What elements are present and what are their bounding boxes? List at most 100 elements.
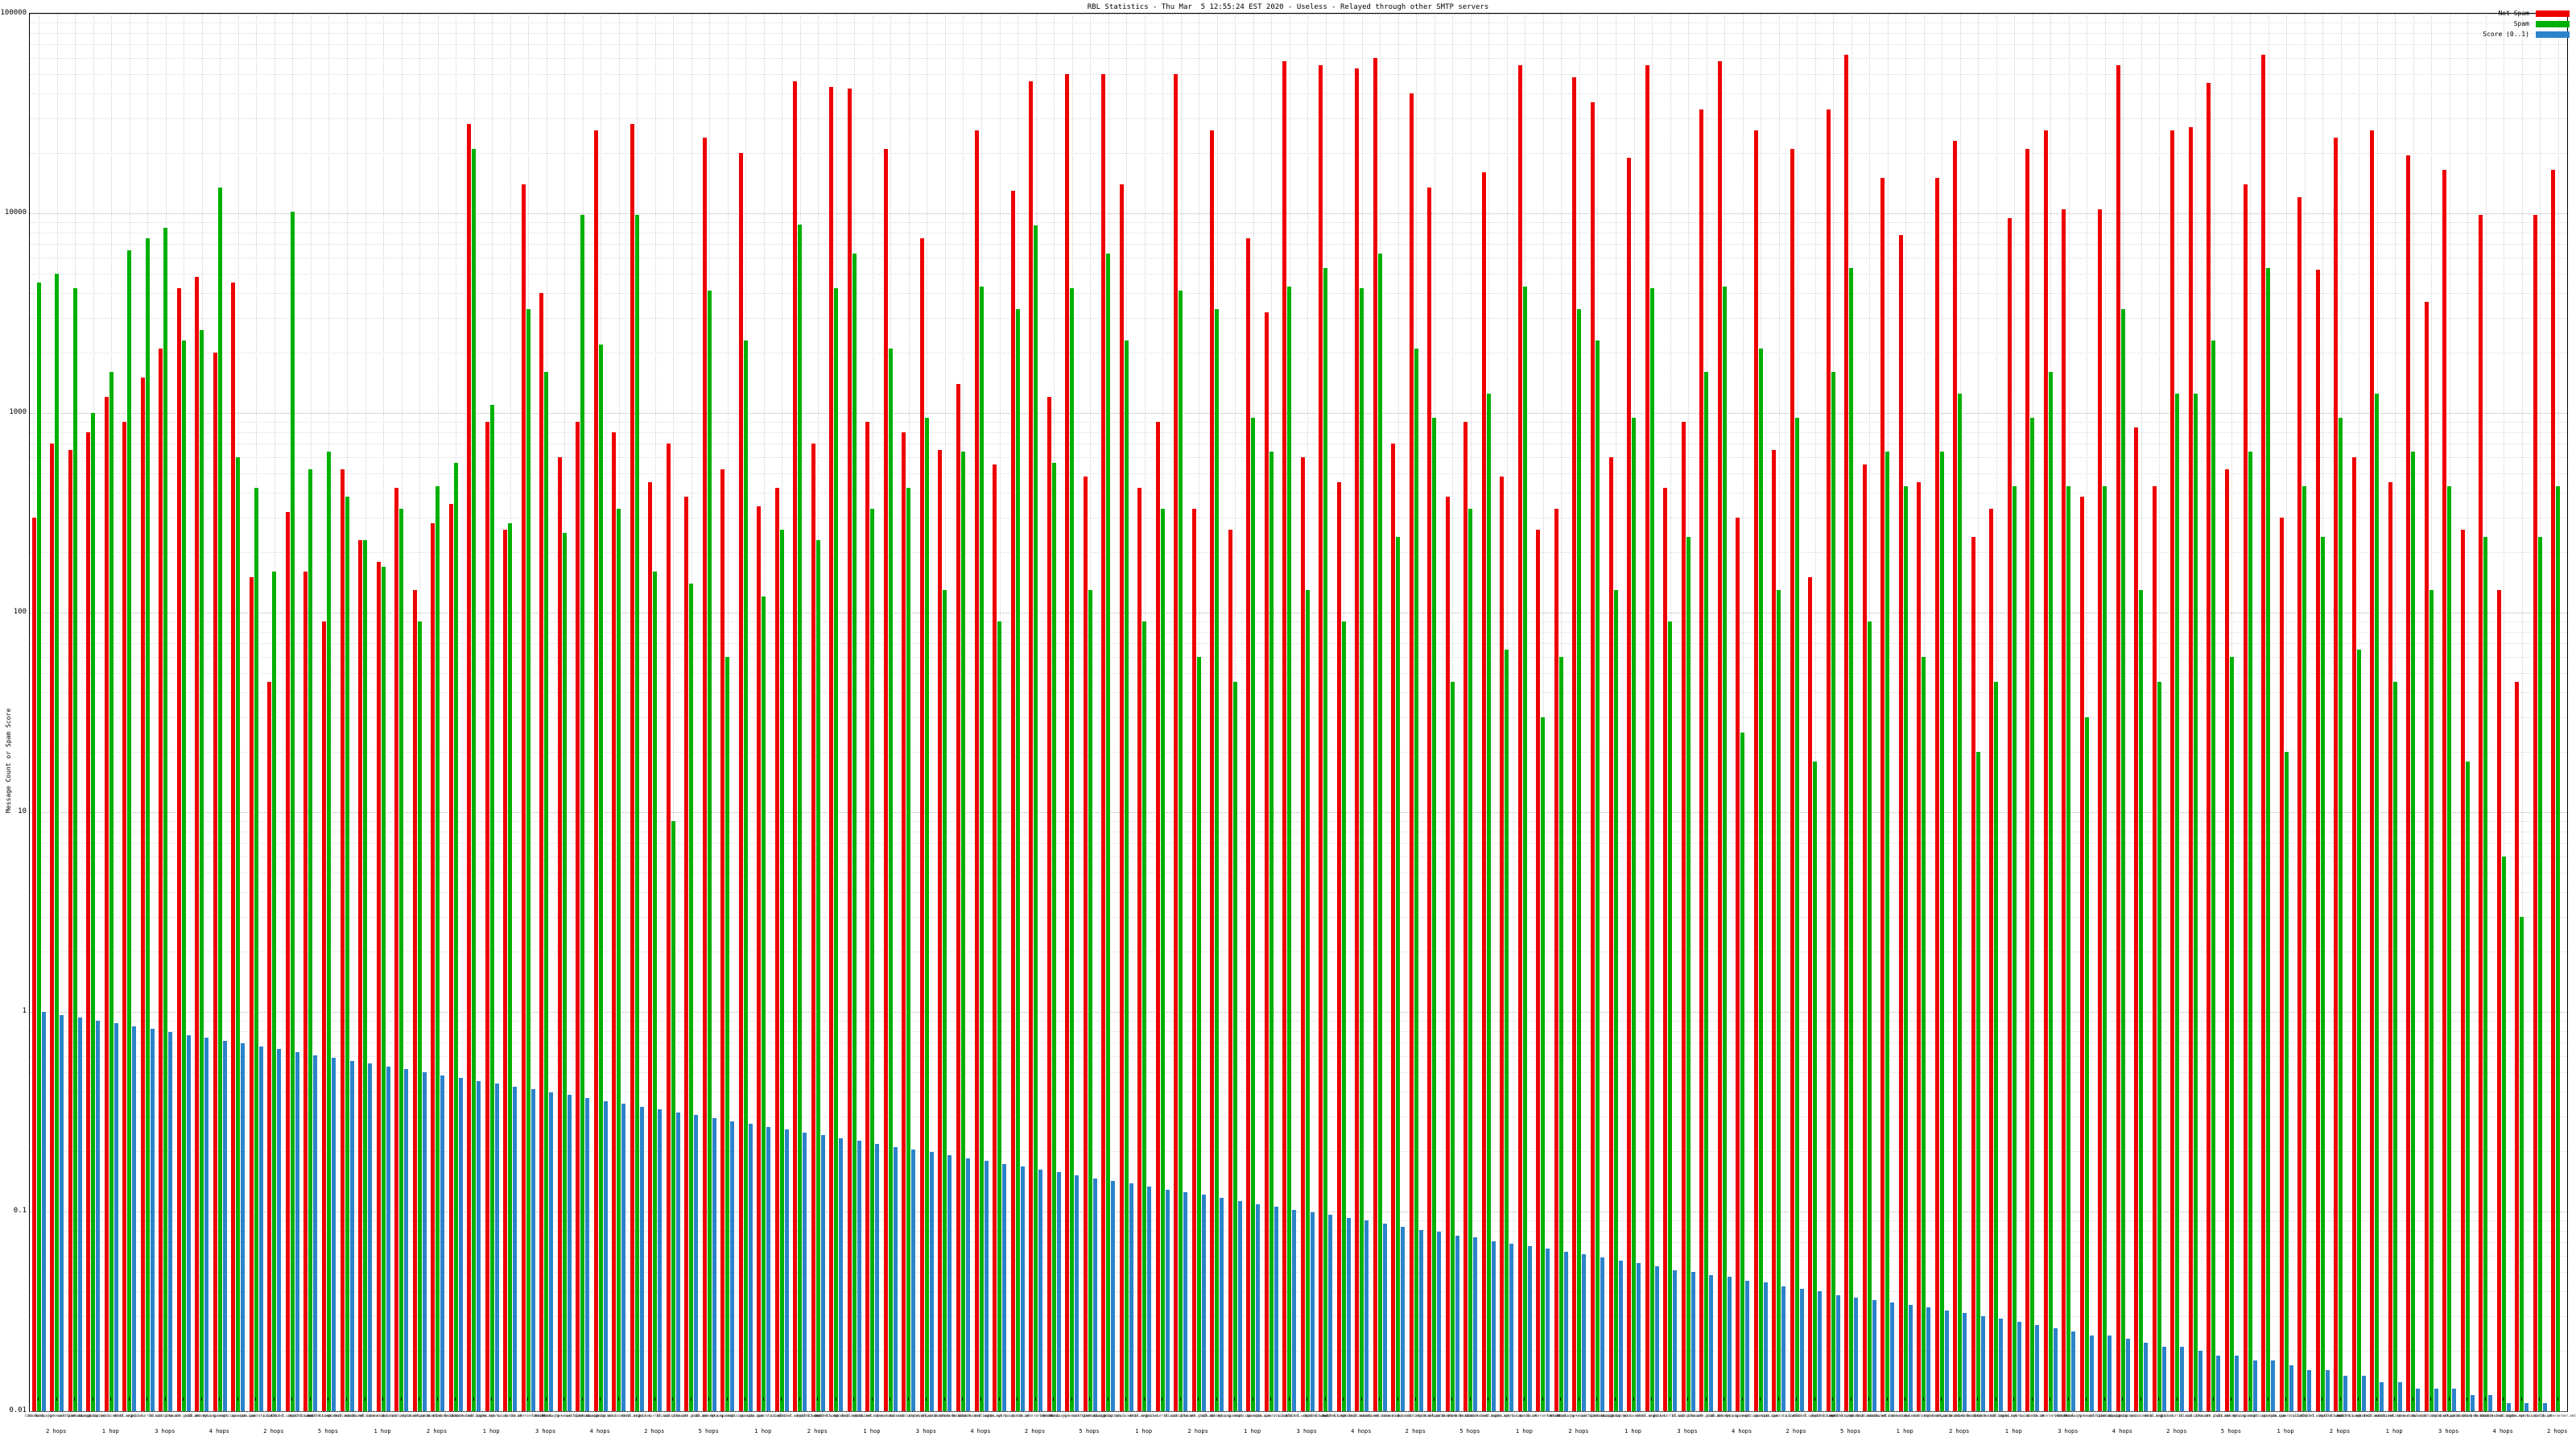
x-tick-label: rbl.interserver.net	[509, 1414, 547, 1418]
hop-count-label: 3 hops	[535, 1428, 556, 1435]
bar-spam	[1558, 657, 1563, 1411]
bar-not-spam	[974, 130, 979, 1411]
bar-score	[675, 1112, 680, 1411]
bar-not-spam	[467, 124, 472, 1411]
hop-count-label: 2 hops	[263, 1428, 284, 1435]
bar-score	[1328, 1215, 1333, 1411]
x-tick-label: truncate.gbudb.net	[1687, 1414, 1724, 1418]
x-axis-tick	[2358, 1397, 2359, 1401]
x-axis-tick	[2140, 1397, 2141, 1401]
bar-score	[1509, 1243, 1514, 1411]
bar-spam	[200, 330, 204, 1411]
bar-spam	[1613, 589, 1618, 1411]
x-tick-label: hostkarma.junkemailfilter.com	[535, 1414, 592, 1418]
x-tick-label: bl.mailspike.net	[2179, 1414, 2211, 1418]
bar-score	[1147, 1187, 1152, 1411]
bar-not-spam	[2406, 155, 2411, 1411]
bar-not-spam	[1228, 530, 1232, 1411]
bar-spam	[1360, 288, 1364, 1411]
hop-count-label: 4 hops	[2112, 1428, 2133, 1435]
x-tick-label: hostkarma.junkemailfilter.com	[1042, 1414, 1100, 1418]
bar-not-spam	[1481, 172, 1486, 1411]
bar-spam	[1831, 372, 1835, 1411]
bar-spam	[1777, 589, 1781, 1411]
minor-gridline	[30, 891, 2567, 893]
bar-score	[368, 1063, 372, 1411]
minor-gridline	[30, 657, 2567, 658]
bar-not-spam	[1500, 477, 1505, 1411]
hop-count-label: 1 hop	[1624, 1428, 1642, 1435]
x-axis-tick	[1922, 1397, 1924, 1401]
bar-spam	[1903, 485, 1908, 1411]
x-axis-tick	[56, 1397, 57, 1401]
bar-score	[857, 1141, 861, 1411]
x-tick-label: ix.dnsbl.manitu.net	[328, 1414, 365, 1418]
minor-gridline	[30, 1056, 2567, 1058]
bar-spam	[1232, 682, 1237, 1411]
x-tick-label: b.barracudacentral.org	[1612, 1414, 1654, 1418]
y-tick-label: 0.01	[9, 1406, 27, 1414]
bar-spam	[2520, 916, 2524, 1411]
minor-gridline	[30, 422, 2567, 423]
x-axis-tick	[654, 1397, 655, 1401]
bar-not-spam	[1191, 509, 1196, 1411]
x-axis-tick	[2067, 1397, 2069, 1401]
x-axis-tick	[1596, 1397, 1598, 1401]
x-axis-tick	[1360, 1397, 1362, 1401]
bar-not-spam	[2207, 83, 2211, 1411]
x-gridline	[2521, 14, 2523, 1411]
x-axis-tick	[2303, 1397, 2305, 1401]
x-tick-label: drone.abuse.ch	[876, 1414, 904, 1418]
bar-spam	[2157, 682, 2161, 1411]
x-axis-tick	[998, 1397, 1000, 1401]
x-axis-tick	[1451, 1397, 1453, 1401]
bar-spam	[1196, 657, 1201, 1411]
x-axis-tick	[2394, 1397, 2396, 1401]
hop-count-label: 1 hop	[101, 1428, 119, 1435]
x-tick-label: bogons.cymru.com	[1998, 1414, 2029, 1418]
bar-not-spam	[1699, 109, 1704, 1411]
x-tick-label: tor.dan.me.uk	[1511, 1414, 1538, 1418]
bar-spam	[2501, 857, 2506, 1411]
major-gridline	[30, 213, 2567, 214]
x-tick-label: spam.dnsbl.sorbs.net	[924, 1414, 964, 1418]
major-gridline	[30, 1012, 2567, 1013]
x-axis-tick	[1379, 1397, 1381, 1401]
hop-count-label: 2 hops	[1024, 1428, 1046, 1435]
x-tick-label: spam.spamrats.com	[238, 1414, 272, 1418]
bar-score	[96, 1020, 101, 1411]
x-tick-label: dnsbl-1.uceprotect.net	[1285, 1414, 1328, 1418]
bar-score	[2161, 1347, 2166, 1411]
minor-gridline	[30, 1231, 2567, 1232]
legend-label: Spam	[2513, 20, 2529, 27]
bar-not-spam	[249, 577, 254, 1411]
bar-spam	[472, 149, 477, 1411]
bar-spam	[1813, 761, 1818, 1411]
bar-spam	[1758, 349, 1763, 1411]
x-tick-label: dnsbl-1.uceprotect.net	[1793, 1414, 1836, 1418]
bar-spam	[617, 509, 621, 1411]
bar-spam	[508, 523, 513, 1411]
x-axis-tick	[762, 1397, 764, 1401]
x-tick-label: dul.dnsbl.sorbs.net	[2412, 1414, 2450, 1418]
x-axis-tick	[219, 1397, 221, 1401]
x-axis-tick	[1179, 1397, 1181, 1401]
bar-not-spam	[1880, 178, 1885, 1411]
bar-spam	[2229, 657, 2234, 1411]
bar-spam	[2175, 393, 2180, 1411]
x-tick-label: dyna.spamrats.com	[2232, 1414, 2266, 1418]
bar-not-spam	[448, 504, 453, 1411]
bar-score	[1944, 1310, 1949, 1411]
bar-not-spam	[376, 561, 381, 1411]
bar-not-spam	[50, 444, 55, 1411]
bar-score	[1890, 1302, 1895, 1411]
bar-not-spam	[1246, 237, 1251, 1411]
bar-not-spam	[1210, 130, 1215, 1411]
x-tick-label: psbl.surriel.com	[131, 1414, 163, 1418]
x-axis-tick	[1959, 1397, 1960, 1401]
bar-spam	[544, 372, 549, 1411]
bar-score	[1999, 1319, 2004, 1411]
bar-spam	[834, 288, 839, 1411]
bar-spam	[1341, 621, 1346, 1411]
